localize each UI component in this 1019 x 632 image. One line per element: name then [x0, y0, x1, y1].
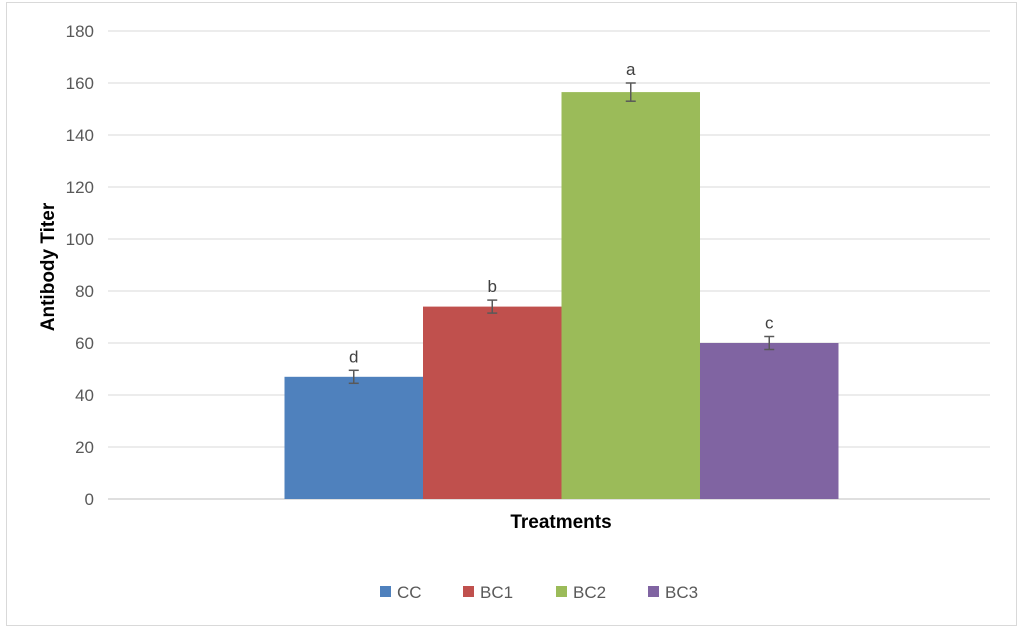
significance-labels: d b a c: [349, 60, 774, 366]
bar-bc2: [561, 92, 700, 499]
legend: CC BC1 BC2 BC3: [380, 583, 698, 602]
error-bar: [348, 369, 359, 385]
y-tick-label: 160: [66, 74, 94, 93]
bar-cc: [284, 376, 423, 499]
y-tick-label: 0: [85, 490, 94, 509]
legend-swatch: [463, 586, 474, 597]
y-tick-label: 120: [66, 178, 94, 197]
legend-item-cc: CC: [380, 583, 422, 602]
legend-item-bc3: BC3: [648, 583, 698, 602]
y-tick-label: 80: [75, 282, 94, 301]
error-bar: [487, 299, 498, 314]
bar-bc3: [700, 343, 839, 499]
significance-label: c: [765, 314, 774, 333]
significance-label: d: [349, 347, 358, 366]
y-tick-label: 140: [66, 126, 94, 145]
legend-label: BC3: [665, 583, 698, 602]
bars: [284, 92, 839, 499]
y-tick-label: 40: [75, 386, 94, 405]
significance-label: a: [626, 60, 636, 79]
error-bar: [764, 335, 775, 351]
gridlines: [108, 30, 990, 500]
significance-label: b: [488, 277, 497, 296]
legend-label: BC2: [573, 583, 606, 602]
bar-bc1: [423, 306, 562, 499]
legend-swatch: [648, 586, 659, 597]
legend-swatch: [380, 586, 391, 597]
legend-label: CC: [397, 583, 422, 602]
legend-item-bc1: BC1: [463, 583, 513, 602]
legend-label: BC1: [480, 583, 513, 602]
y-tick-label: 100: [66, 230, 94, 249]
legend-swatch: [556, 586, 567, 597]
legend-item-bc2: BC2: [556, 583, 606, 602]
y-tick-label: 20: [75, 438, 94, 457]
error-bar: [625, 82, 636, 102]
y-tick-label: 60: [75, 334, 94, 353]
y-axis-ticks: 0 20 40 60 80 100 120 140 160 180: [66, 22, 94, 509]
error-bars: [348, 82, 775, 385]
y-tick-label: 180: [66, 22, 94, 41]
x-axis-title: Treatments: [510, 512, 611, 533]
y-axis-title: Antibody Titer: [38, 202, 59, 331]
